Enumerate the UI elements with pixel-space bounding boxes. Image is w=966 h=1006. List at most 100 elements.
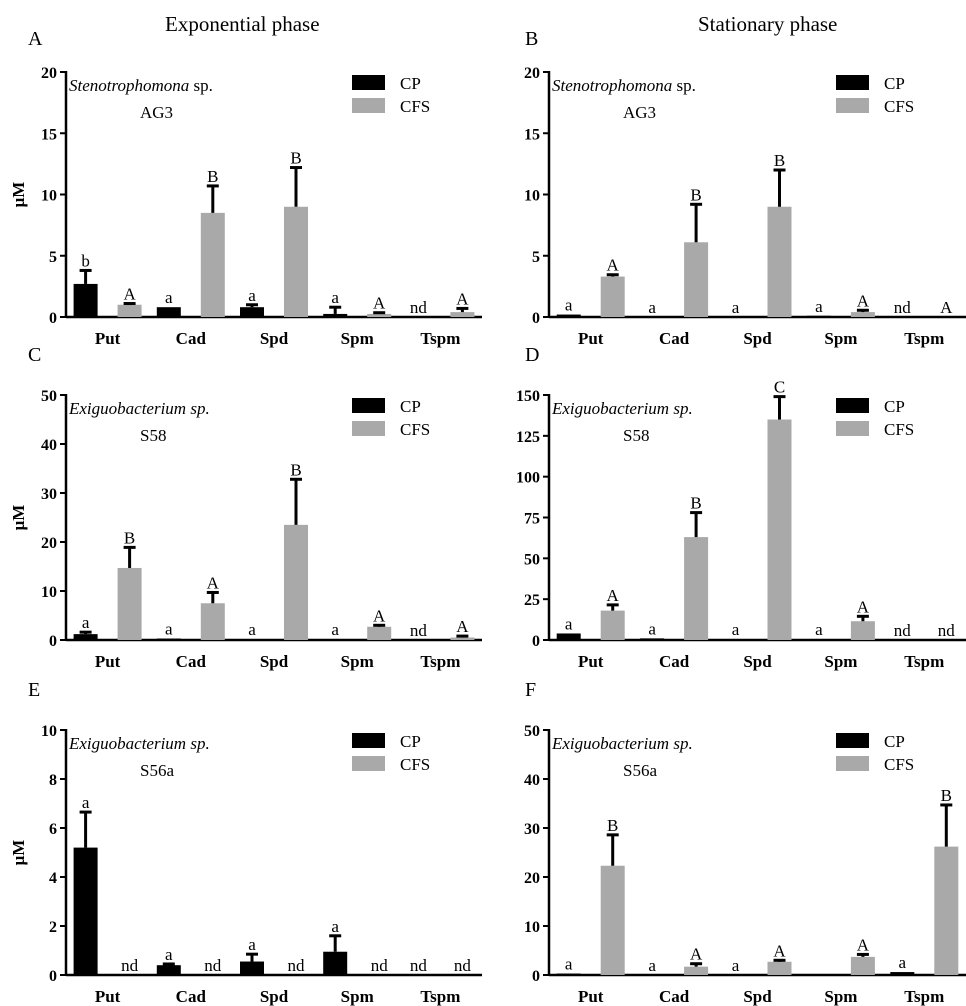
panel-d-legend-label-cfs: CFS — [884, 420, 914, 439]
panel-b-organism-label: Stenotrophomona sp. — [552, 76, 696, 95]
panel-a-sig-label-cp: nd — [410, 298, 428, 317]
panel-b-y-tick-label: 0 — [532, 310, 540, 327]
panel-f-organism-label: Exiguobacterium sp. — [551, 734, 693, 753]
panel-a-sig-label-cfs: B — [290, 149, 301, 168]
panel-d-sig-label-cfs: A — [607, 586, 620, 605]
panel-b-y-tick-label: 10 — [524, 188, 540, 205]
panel-d-x-tick-label: Spd — [743, 652, 772, 671]
panel-e-y-tick-label: 6 — [49, 821, 57, 838]
panel-b-sig-label-cfs: B — [690, 185, 701, 204]
panel-e-y-tick-label: 8 — [49, 772, 57, 789]
panel-b-x-tick-label: Spd — [743, 329, 772, 348]
panel-f-sig-label-cfs: B — [607, 816, 618, 835]
panel-d-legend-label-cp: CP — [884, 397, 905, 416]
panel-b-bar-cfs — [684, 242, 709, 317]
panel-a-y-axis-label: μM — [9, 182, 28, 208]
panel-e-y-tick-label: 2 — [49, 919, 57, 936]
stationary-phase-title: Stationary phase — [698, 12, 838, 36]
panel-a-sig-label-cfs: A — [373, 294, 386, 313]
panel-e-x-tick-label: Cad — [176, 987, 207, 1006]
panel-e-bar-cp — [240, 961, 264, 975]
panel-a-sig-label-cp: b — [81, 251, 90, 270]
panel-c-sig-label-cfs: A — [373, 606, 386, 625]
panel-a-sig-label-cfs: A — [123, 285, 136, 304]
panel-a-sig-label-cp: a — [331, 288, 339, 307]
panel-e-bar-cp — [156, 965, 181, 975]
panel-c-y-tick-label: 0 — [49, 633, 57, 650]
panel-d-bar-cp — [556, 633, 581, 640]
panel-c-y-tick-label: 10 — [41, 584, 57, 601]
panel-b-x-tick-label: Tspm — [904, 329, 944, 348]
panel-f-bar-cp — [806, 974, 831, 975]
panel-e-y-tick-label: 0 — [49, 968, 57, 985]
panel-d-bar-cfs — [850, 621, 875, 640]
panel-e-legend-swatch-cfs — [352, 756, 385, 771]
panel-a-bar-cfs — [367, 313, 392, 317]
panel-f-y-tick-label: 50 — [524, 723, 540, 740]
panel-b-legend-label-cp: CP — [884, 74, 905, 93]
panel-a-y-tick-label: 5 — [49, 249, 57, 266]
panel-c-y-tick-label: 30 — [41, 486, 57, 503]
panel-d-bar-cfs — [767, 419, 792, 640]
panel-a-bar-cfs — [200, 212, 225, 317]
panel-d-letter: D — [525, 344, 539, 366]
panel-d-y-tick-label: 25 — [524, 592, 540, 609]
panel-e-x-tick-label: Put — [95, 987, 121, 1006]
panel-b-y-tick-label: 5 — [532, 249, 540, 266]
panel-a-x-tick-label: Spd — [260, 329, 289, 348]
panel-d-y-tick-label: 100 — [516, 470, 540, 487]
panel-f-x-tick-label: Spm — [824, 987, 857, 1006]
panel-f-x-tick-label: Tspm — [904, 987, 944, 1006]
panel-d-sig-label-cp: nd — [894, 621, 912, 640]
panel-d-y-tick-label: 0 — [532, 633, 540, 650]
panel-b-strain-label: AG3 — [623, 103, 656, 122]
panel-e-sig-label-cfs: nd — [371, 956, 389, 975]
panel-a-bar-cp — [156, 307, 181, 317]
panel-b-sig-label-cfs: B — [774, 151, 785, 170]
panel-e-x-tick-label: Tspm — [420, 987, 460, 1006]
panel-b-letter: B — [525, 28, 538, 50]
panel-c-y-axis-label: μM — [9, 505, 28, 531]
panel-c-bar-cfs — [284, 524, 308, 640]
panel-e-legend-swatch-cp — [352, 733, 385, 748]
panel-b-legend-swatch-cp — [836, 75, 869, 90]
panel-c-bar-cp — [240, 639, 264, 640]
panel-f-y-tick-label: 10 — [524, 919, 540, 936]
panel-a-sig-label-cfs: A — [456, 289, 469, 308]
panel-b-legend-swatch-cfs — [836, 98, 869, 113]
panel-f-x-tick-label: Cad — [659, 987, 690, 1006]
panel-b-bar-cp — [806, 315, 831, 317]
panel-d-sig-label-cp: a — [732, 620, 740, 639]
panel-b-bar-cfs — [600, 276, 625, 317]
panel-e-y-tick-label: 4 — [49, 870, 57, 887]
panel-a-sig-label-cp: a — [248, 286, 256, 305]
panel-f-sig-label-cfs: A — [690, 945, 703, 964]
panel-c-x-tick-label: Tspm — [420, 652, 460, 671]
panel-a-bar-cfs — [117, 304, 142, 317]
panel-d-bar-cfs — [600, 610, 625, 640]
panel-e-legend-label-cp: CP — [400, 732, 421, 751]
panel-c-bar-cfs — [367, 626, 392, 640]
panel-b-sig-label-cfs: A — [607, 256, 620, 275]
panel-a-sig-label-cp: a — [165, 288, 173, 307]
panel-d-y-tick-label: 150 — [516, 388, 540, 405]
panel-a-x-tick-label: Tspm — [420, 329, 460, 348]
panel-c-sig-label-cp: a — [331, 620, 339, 639]
panel-e-sig-label-cp: a — [248, 935, 256, 954]
panel-f-sig-label-cp: a — [648, 956, 656, 975]
panel-b-x-tick-label: Cad — [659, 329, 690, 348]
panel-c-bar-cp — [156, 638, 181, 640]
panel-a-y-tick-label: 10 — [41, 188, 57, 205]
panel-c-bar-cfs — [450, 637, 475, 640]
panel-d-x-tick-label: Put — [578, 652, 604, 671]
panel-b-y-tick-label: 20 — [524, 65, 540, 82]
panel-c-y-tick-label: 20 — [41, 535, 57, 552]
panel-b-sig-label-cfs: A — [940, 298, 953, 317]
panel-f-bar-cfs — [850, 956, 875, 975]
panel-e-sig-label-cp: a — [331, 917, 339, 936]
panel-b-bar-cfs — [850, 312, 875, 317]
panel-d-y-tick-label: 50 — [524, 551, 540, 568]
panel-f-legend-swatch-cfs — [836, 756, 869, 771]
panel-f-y-tick-label: 40 — [524, 772, 540, 789]
